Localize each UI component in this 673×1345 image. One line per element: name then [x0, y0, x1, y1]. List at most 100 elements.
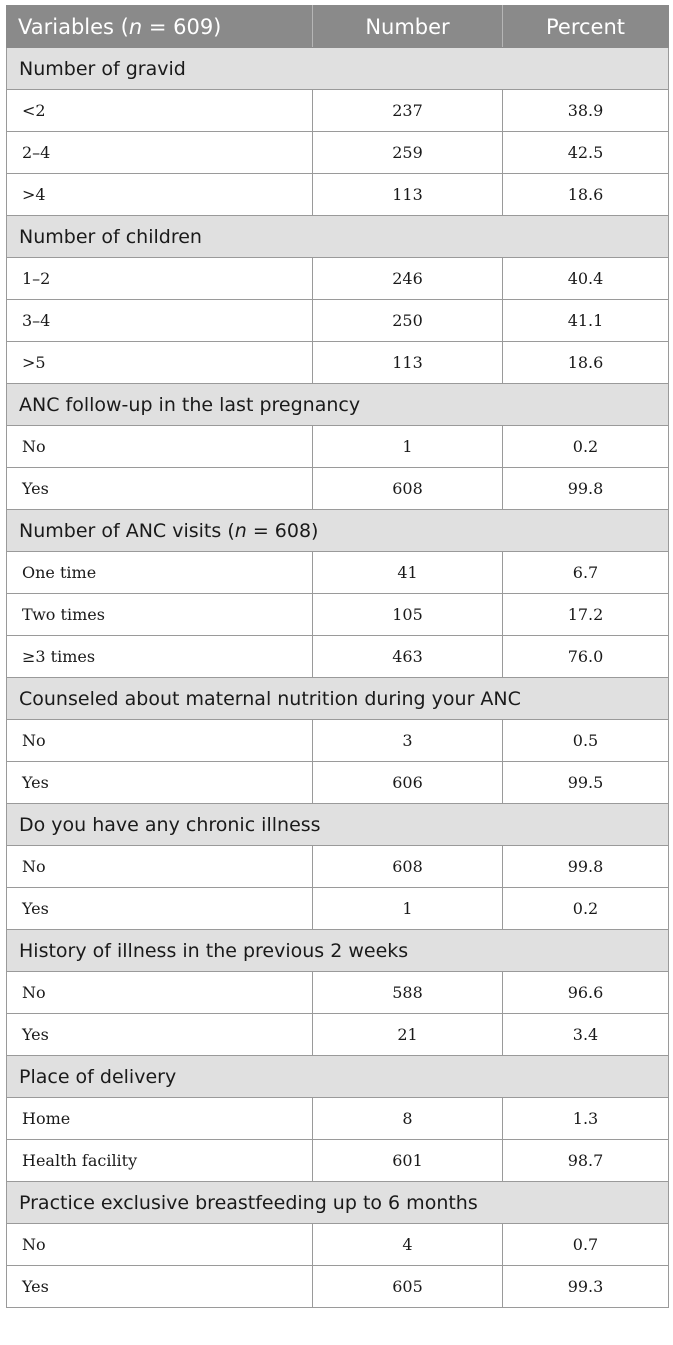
row-percent: 99.3 [502, 1265, 669, 1308]
row-label: Yes [6, 887, 313, 930]
row-number: 105 [312, 593, 503, 636]
section-row: Practice exclusive breastfeeding up to 6… [6, 1181, 669, 1224]
row-percent: 0.2 [502, 887, 669, 930]
row-number: 608 [312, 467, 503, 510]
row-label: Yes [6, 467, 313, 510]
section-title: Number of ANC visits (n = 608) [6, 509, 669, 552]
section-row: History of illness in the previous 2 wee… [6, 929, 669, 972]
row-number: 41 [312, 551, 503, 594]
section-row: Number of children [6, 215, 669, 258]
row-number: 250 [312, 299, 503, 342]
row-label: No [6, 971, 313, 1014]
row-number: 113 [312, 341, 503, 384]
row-percent: 6.7 [502, 551, 669, 594]
row-number: 608 [312, 845, 503, 888]
row-label: Health facility [6, 1139, 313, 1182]
table-row: 1–2 246 40.4 [6, 257, 669, 300]
section-row: Place of delivery [6, 1055, 669, 1098]
row-percent: 0.7 [502, 1223, 669, 1266]
row-percent: 38.9 [502, 89, 669, 132]
table-row: Two times 105 17.2 [6, 593, 669, 636]
row-label: One time [6, 551, 313, 594]
row-number: 463 [312, 635, 503, 678]
row-label: Yes [6, 1013, 313, 1056]
row-number: 606 [312, 761, 503, 804]
row-number: 588 [312, 971, 503, 1014]
table-body: Number of gravid <2 237 38.9 2–4 259 42.… [6, 47, 669, 1308]
row-label: Two times [6, 593, 313, 636]
table-row: Home 8 1.3 [6, 1097, 669, 1140]
row-label: No [6, 425, 313, 468]
row-percent: 98.7 [502, 1139, 669, 1182]
row-label: >5 [6, 341, 313, 384]
row-percent: 41.1 [502, 299, 669, 342]
row-percent: 0.5 [502, 719, 669, 762]
row-label: ≥3 times [6, 635, 313, 678]
row-number: 605 [312, 1265, 503, 1308]
section-title: Do you have any chronic illness [6, 803, 669, 846]
row-number: 113 [312, 173, 503, 216]
table-row: One time 41 6.7 [6, 551, 669, 594]
table-row: ≥3 times 463 76.0 [6, 635, 669, 678]
row-percent: 1.3 [502, 1097, 669, 1140]
row-label: Yes [6, 1265, 313, 1308]
table-row: No 3 0.5 [6, 719, 669, 762]
row-number: 21 [312, 1013, 503, 1056]
row-percent: 76.0 [502, 635, 669, 678]
table-row: No 1 0.2 [6, 425, 669, 468]
table-row: Yes 21 3.4 [6, 1013, 669, 1056]
table-row: 2–4 259 42.5 [6, 131, 669, 174]
row-number: 259 [312, 131, 503, 174]
table-row: Yes 1 0.2 [6, 887, 669, 930]
row-label: >4 [6, 173, 313, 216]
row-number: 8 [312, 1097, 503, 1140]
table-row: No 588 96.6 [6, 971, 669, 1014]
table-header: Variables (n = 609) Number Percent [6, 5, 669, 48]
row-label: Home [6, 1097, 313, 1140]
row-number: 237 [312, 89, 503, 132]
row-number: 601 [312, 1139, 503, 1182]
table-row: >4 113 18.6 [6, 173, 669, 216]
section-title: History of illness in the previous 2 wee… [6, 929, 669, 972]
row-percent: 18.6 [502, 341, 669, 384]
table-row: Yes 608 99.8 [6, 467, 669, 510]
section-row: Do you have any chronic illness [6, 803, 669, 846]
row-percent: 99.8 [502, 467, 669, 510]
row-label: 3–4 [6, 299, 313, 342]
row-percent: 18.6 [502, 173, 669, 216]
table-row: >5 113 18.6 [6, 341, 669, 384]
section-row: Number of gravid [6, 47, 669, 90]
header-number: Number [312, 5, 503, 48]
row-label: No [6, 845, 313, 888]
row-number: 3 [312, 719, 503, 762]
section-title: Place of delivery [6, 1055, 669, 1098]
section-title: Number of gravid [6, 47, 669, 90]
table-row: No 608 99.8 [6, 845, 669, 888]
row-label: No [6, 719, 313, 762]
table-row: Health facility 601 98.7 [6, 1139, 669, 1182]
table-row: Yes 605 99.3 [6, 1265, 669, 1308]
row-label: No [6, 1223, 313, 1266]
row-number: 1 [312, 887, 503, 930]
row-number: 1 [312, 425, 503, 468]
row-number: 4 [312, 1223, 503, 1266]
section-title: ANC follow-up in the last pregnancy [6, 383, 669, 426]
row-percent: 17.2 [502, 593, 669, 636]
header-row: Variables (n = 609) Number Percent [6, 5, 669, 48]
variables-table: Variables (n = 609) Number Percent Numbe… [6, 5, 669, 1308]
section-row: Number of ANC visits (n = 608) [6, 509, 669, 552]
table-row: <2 237 38.9 [6, 89, 669, 132]
row-percent: 42.5 [502, 131, 669, 174]
header-percent: Percent [502, 5, 669, 48]
section-title: Practice exclusive breastfeeding up to 6… [6, 1181, 669, 1224]
row-percent: 40.4 [502, 257, 669, 300]
row-label: <2 [6, 89, 313, 132]
row-percent: 3.4 [502, 1013, 669, 1056]
header-variables: Variables (n = 609) [6, 5, 313, 48]
section-row: Counseled about maternal nutrition durin… [6, 677, 669, 720]
row-label: Yes [6, 761, 313, 804]
row-number: 246 [312, 257, 503, 300]
row-label: 2–4 [6, 131, 313, 174]
section-title: Number of children [6, 215, 669, 258]
row-percent: 99.8 [502, 845, 669, 888]
